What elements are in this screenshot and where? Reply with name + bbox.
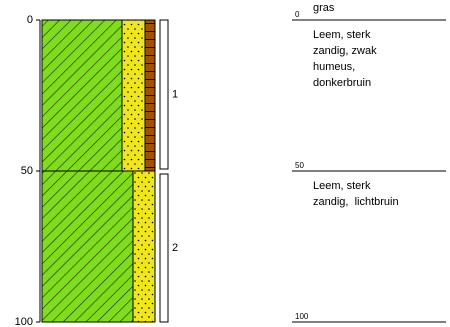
soil-profile: 12 050100 050100grasLeem, sterkzandig, z… <box>0 0 450 327</box>
horizon-label: 2 <box>172 242 178 254</box>
layer-description: Leem, sterk <box>313 29 371 41</box>
horizon-label: 1 <box>172 88 178 100</box>
surface-label: gras <box>313 2 335 14</box>
layer-description: Leem, sterk <box>313 180 371 192</box>
layers: 12 <box>42 20 178 322</box>
loam-layer <box>42 171 133 322</box>
tick-label: 50 <box>21 165 33 177</box>
horizon-bracket <box>160 174 168 322</box>
sand-layer <box>133 171 155 322</box>
tick-label: 100 <box>15 316 33 327</box>
layer-description: donkerbruin <box>313 77 371 89</box>
sand-layer <box>122 20 145 171</box>
humus-layer <box>145 20 155 171</box>
tick-label: 0 <box>27 14 33 26</box>
depth-label: 50 <box>295 161 304 170</box>
depth-label: 0 <box>295 10 300 19</box>
layer-description: zandig, lichtbruin <box>313 196 399 208</box>
description-column: 0 50 100 gras Leem, sterk zandig, zwak humeus,… <box>292 2 446 322</box>
layer-description: humeus, <box>313 61 355 73</box>
layer-description: zandig, zwak <box>313 45 377 57</box>
horizon-bracket <box>160 20 168 169</box>
depth-axis: 0 50 100 <box>15 14 40 327</box>
loam-layer <box>42 20 122 171</box>
depth-label: 100 <box>295 312 309 321</box>
